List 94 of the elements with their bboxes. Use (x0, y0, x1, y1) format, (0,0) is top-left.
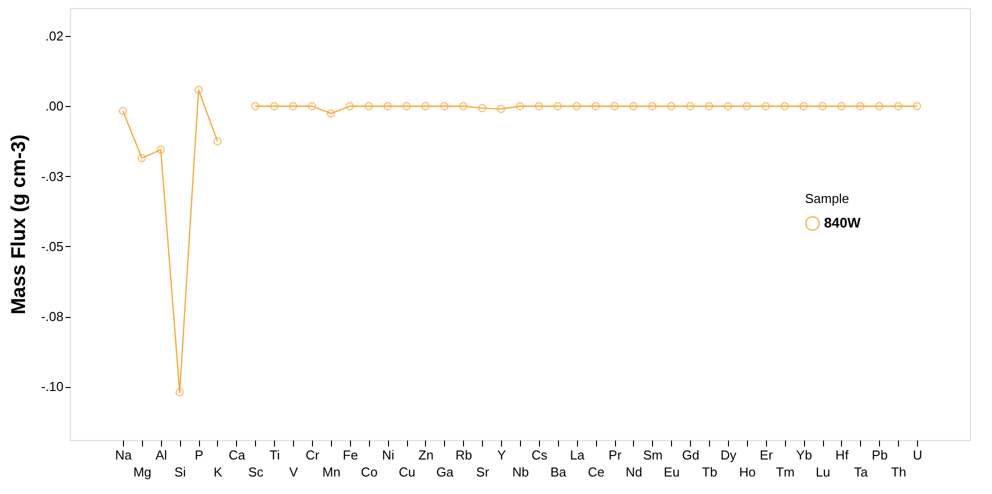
x-tick-label: Al (155, 448, 168, 462)
point (742, 102, 752, 110)
x-tick-label: Fe (342, 448, 358, 462)
y-tick-label: .02 (45, 28, 64, 44)
point (516, 102, 524, 110)
x-tick-label: Zn (418, 448, 434, 462)
x-tick-label: Y (497, 448, 506, 462)
y-tick-label: .00 (45, 98, 64, 114)
point (270, 102, 278, 110)
point (402, 102, 411, 110)
point (591, 102, 600, 110)
x-tick-label: Lu (816, 464, 830, 480)
point (554, 102, 562, 110)
x-tick-label: Th (891, 464, 906, 480)
point (346, 102, 354, 110)
point (875, 102, 884, 110)
x-tick-label: Pr (608, 448, 622, 462)
x-tick-label: Cs (531, 448, 548, 462)
point (118, 106, 128, 116)
x-tick-label: Er (760, 448, 774, 462)
point (799, 102, 808, 110)
x-tick-label: Nb (512, 464, 529, 480)
point (176, 388, 184, 396)
x-tick-label: Nd (626, 464, 642, 480)
x-tick-label: Gd (682, 448, 700, 462)
x-tick-label: Si (174, 464, 186, 480)
x-tick-label: Ti (270, 448, 280, 462)
point (213, 137, 222, 146)
x-tick-label: Ba (550, 464, 568, 480)
y-tick-label: -.03 (41, 168, 64, 184)
point (780, 102, 789, 110)
point (194, 86, 203, 94)
y-tick-label: -.08 (41, 309, 64, 324)
point (894, 102, 902, 110)
x-tick-label: Dy (720, 448, 737, 462)
point (440, 102, 449, 110)
point (421, 102, 430, 110)
point (478, 104, 486, 112)
point (496, 104, 506, 114)
x-tick-label: Cr (306, 448, 320, 462)
point (912, 102, 922, 110)
point (572, 102, 581, 110)
x-tick-label: Co (360, 464, 378, 480)
x-tick-label: Ni (382, 448, 394, 462)
point (308, 102, 316, 110)
x-tick-label: Ga (436, 464, 454, 480)
point (251, 102, 260, 110)
x-tick-label: Tb (702, 464, 718, 480)
point (724, 102, 732, 110)
point (856, 102, 864, 110)
point (138, 154, 146, 162)
x-tick-label: Cu (398, 464, 416, 480)
point (534, 102, 544, 110)
x-tick-label: Tm (776, 464, 795, 480)
x-tick-label: Eu (664, 464, 680, 480)
point (818, 102, 827, 110)
x-tick-label: Mg (133, 464, 152, 480)
x-tick-label: P (194, 448, 204, 462)
x-tick-label: Mn (322, 464, 340, 480)
x-tick-label: Pb (872, 448, 888, 462)
legend-title: Sample (805, 191, 850, 206)
point (704, 102, 714, 110)
x-tick-label: Sm (643, 448, 663, 462)
x-tick-label: Hf (835, 448, 849, 462)
y-tick-label: -.10 (41, 379, 64, 394)
x-tick-label: Sr (476, 464, 490, 480)
x-tick-label: Yb (796, 448, 812, 462)
y-axis-title: Mass Flux (g cm-3) (8, 134, 30, 315)
point (837, 102, 846, 110)
point (648, 102, 656, 110)
point (667, 102, 676, 110)
x-tick-label: Ta (854, 464, 868, 480)
x-tick-label: Ca (228, 448, 246, 462)
x-tick-label: Na (115, 448, 133, 462)
x-tick-label: Rb (455, 448, 472, 462)
x-tick-label: V (289, 464, 298, 480)
x-tick-label: K (214, 464, 223, 480)
point (459, 102, 468, 110)
x-tick-label: Ce (588, 464, 604, 480)
y-tick-label: -.05 (41, 238, 64, 254)
x-tick-label: La (570, 448, 586, 462)
point (288, 102, 298, 110)
x-tick-label: Sc (248, 464, 264, 480)
point (384, 102, 392, 110)
legend-label: 840W (824, 214, 862, 230)
point (686, 102, 694, 110)
point (762, 102, 770, 110)
point (156, 146, 165, 154)
point (326, 109, 336, 118)
x-tick-label: U (912, 448, 922, 462)
x-tick-label: Ho (739, 464, 756, 480)
point (610, 102, 619, 110)
point (629, 102, 638, 110)
point (364, 102, 373, 110)
